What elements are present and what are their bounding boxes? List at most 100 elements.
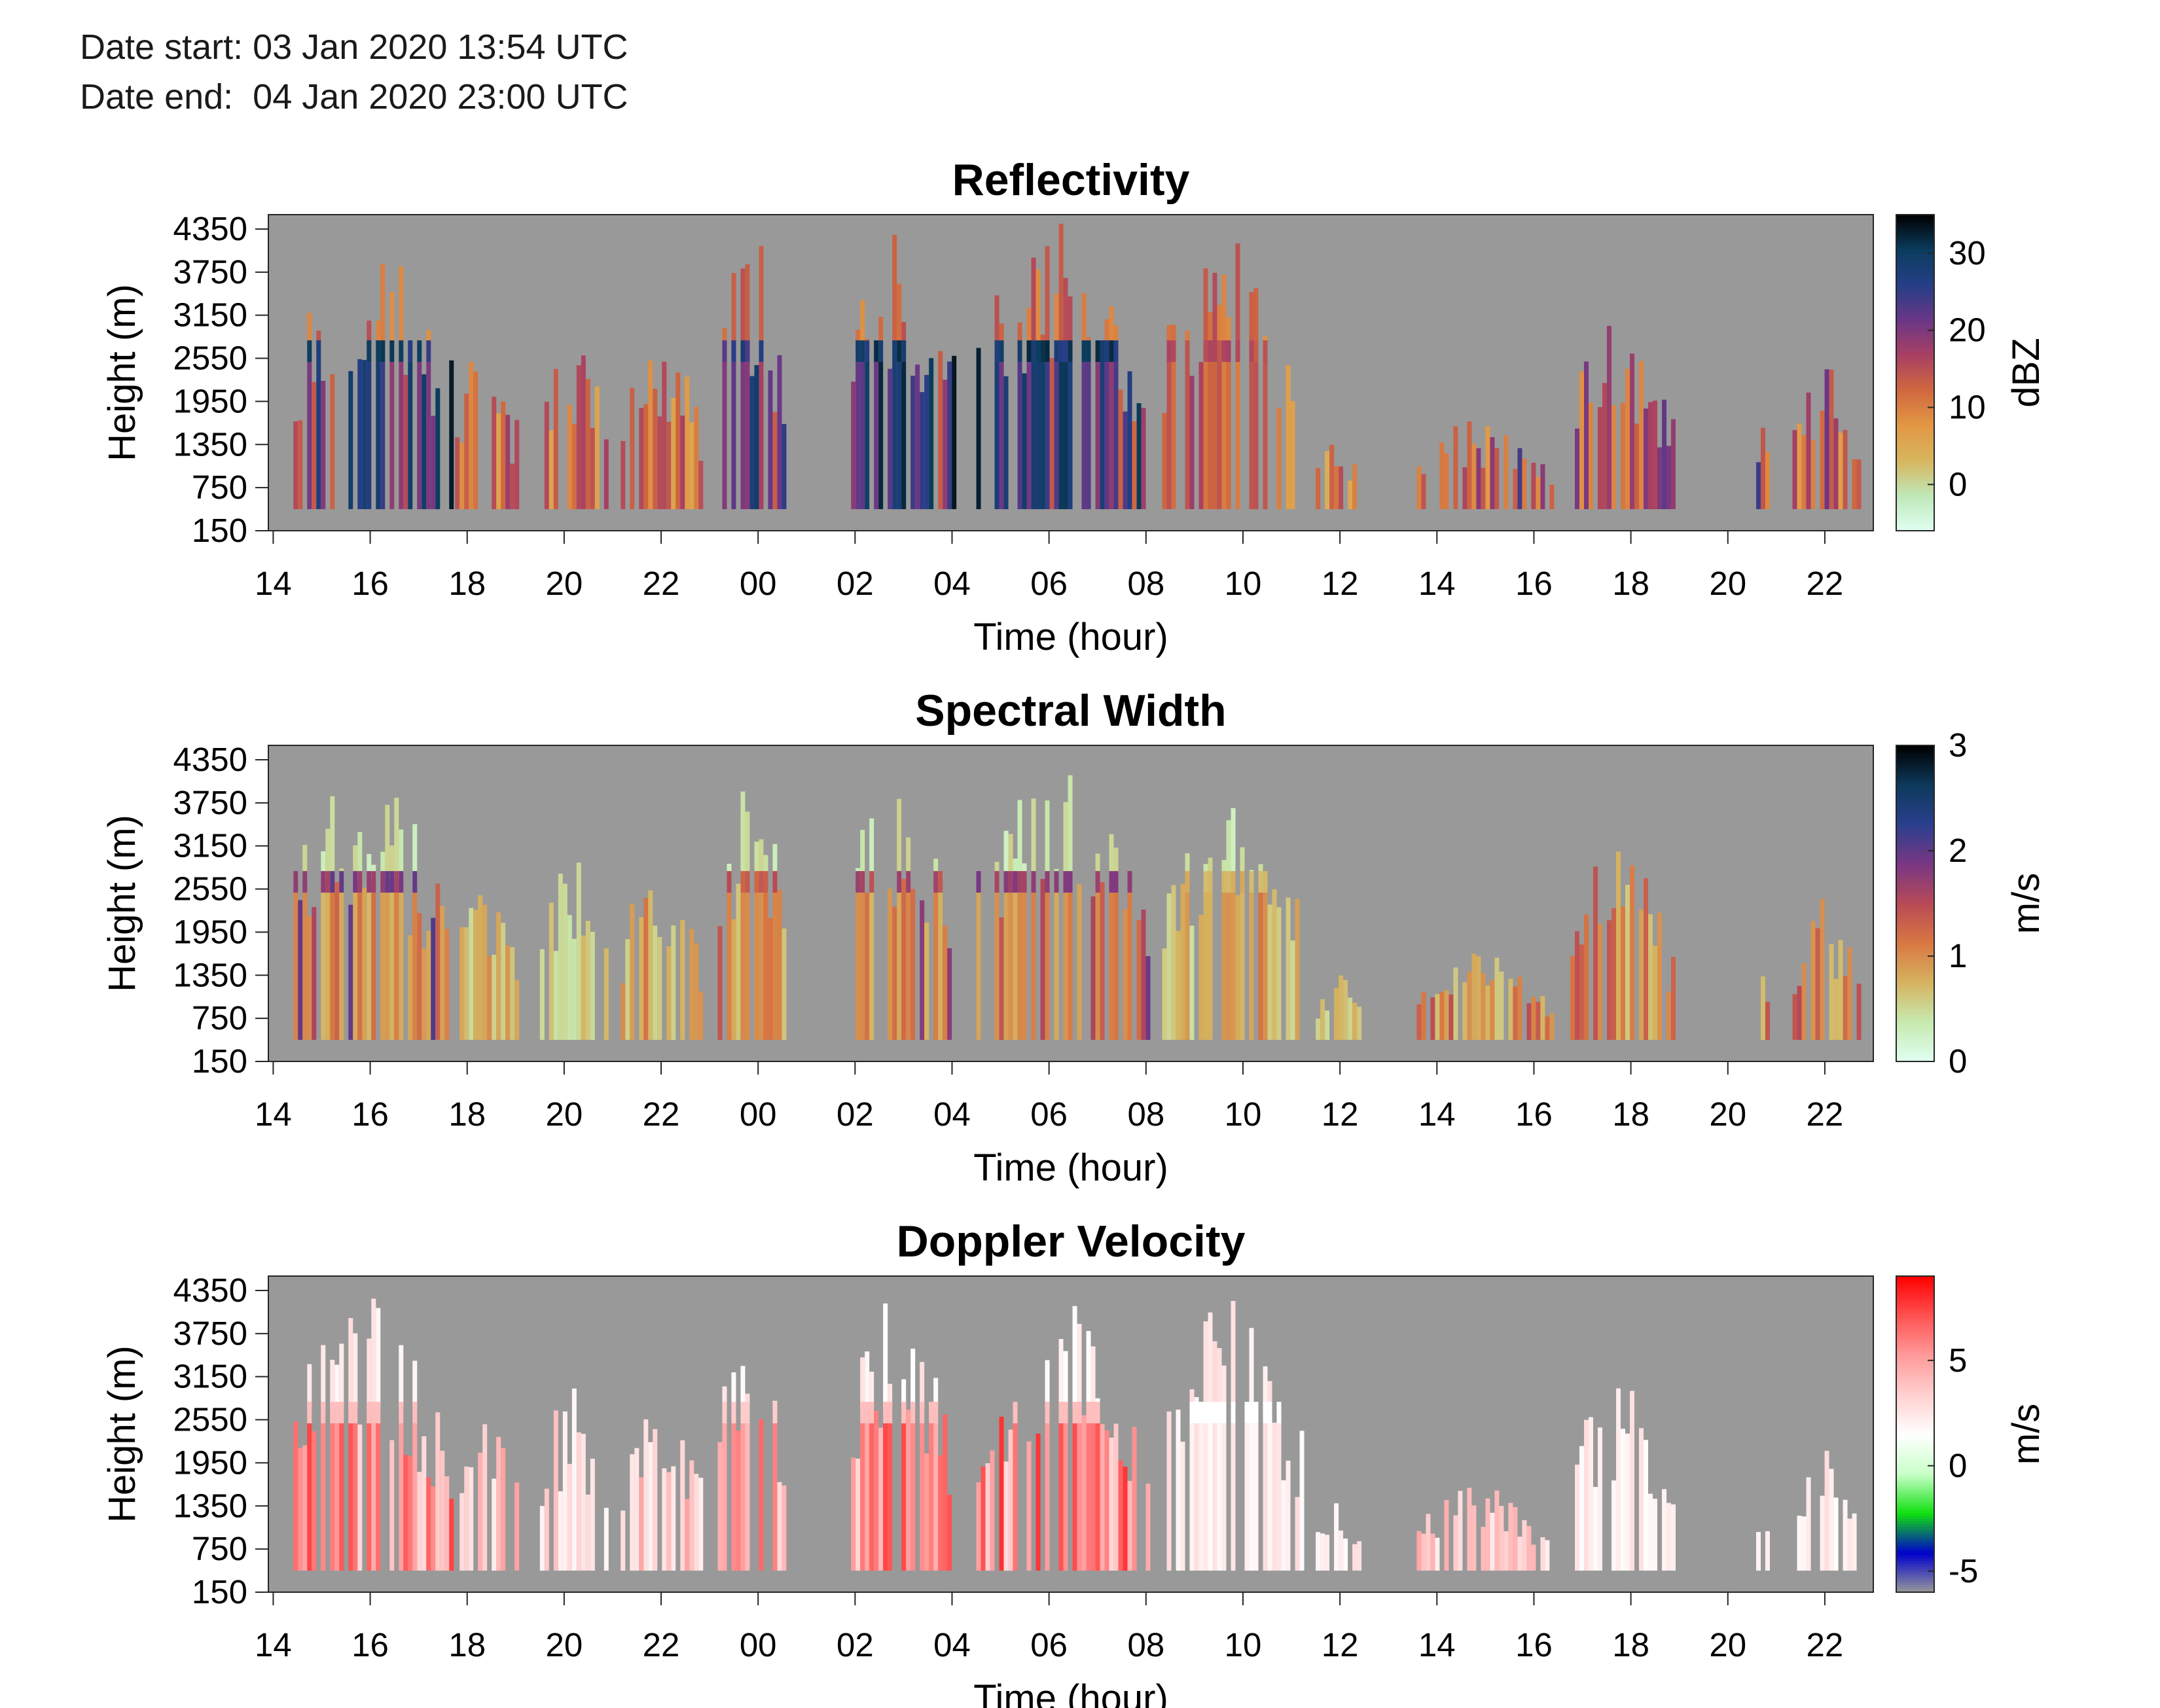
colorbar-segment xyxy=(1896,779,1934,783)
echo-strip xyxy=(1109,340,1114,363)
echo-event xyxy=(293,796,450,1041)
echo-strip xyxy=(1208,312,1213,348)
echo-event xyxy=(1166,1300,1305,1571)
axes-frame xyxy=(268,214,1874,531)
x-tick-label: 06 xyxy=(1030,1095,1068,1133)
chart-title: Reflectivity xyxy=(952,155,1190,205)
echo-strip xyxy=(571,1388,577,1571)
echo-strip xyxy=(330,796,335,879)
chart-title: Spectral Width xyxy=(915,686,1226,736)
echo-strip xyxy=(389,845,395,879)
echo-strip xyxy=(1109,871,1114,893)
echo-strip xyxy=(1490,980,1495,1041)
colorbar-segment xyxy=(1896,937,1934,941)
echo-strip xyxy=(1531,997,1536,1041)
colorbar-segment xyxy=(1896,756,1934,759)
echo-strip xyxy=(1100,1424,1105,1571)
colorbar-segment xyxy=(1896,895,1934,899)
echo-strip xyxy=(869,1372,874,1410)
colorbar-segment xyxy=(1896,898,1934,902)
colorbar-segment xyxy=(1896,465,1934,469)
echo-strip xyxy=(1081,293,1087,348)
echo-strip xyxy=(740,1402,746,1424)
colorbar-segment xyxy=(1896,333,1934,336)
axes-frame xyxy=(268,745,1874,1062)
echo-strip xyxy=(585,1494,590,1571)
echo-strip xyxy=(869,871,874,893)
colorbar: 5 0 -5 m/s xyxy=(1896,1275,2047,1593)
echo-strip xyxy=(1231,871,1236,893)
colorbar-segment xyxy=(1896,1347,1934,1351)
echo-strip xyxy=(321,851,326,879)
echo-strip xyxy=(994,871,999,893)
colorbar-segment xyxy=(1896,275,1934,279)
echo-strip xyxy=(1063,362,1068,510)
echo-strip xyxy=(865,362,870,510)
echo-strip xyxy=(1077,884,1082,1041)
echo-strip xyxy=(897,798,902,879)
y-tick-label: 1950 xyxy=(173,1444,247,1481)
echo-strip xyxy=(1348,997,1353,1041)
colorbar-segment xyxy=(1896,404,1934,408)
colorbar-segment xyxy=(1896,393,1934,397)
echo-strip xyxy=(1185,893,1190,1041)
echo-strip xyxy=(1540,1537,1545,1571)
colorbar-tick-label: 20 xyxy=(1949,311,1986,349)
panel-doppler-velocity: Doppler Velocity 4350 3750 3150 2550 1950 1350… xyxy=(101,1217,2047,1708)
echo-strip xyxy=(947,361,952,510)
colorbar-segment xyxy=(1896,813,1934,817)
colorbar-segment xyxy=(1896,1578,1934,1582)
colorbar-segment xyxy=(1896,270,1934,274)
colorbar-segment xyxy=(1896,1505,1934,1508)
echo-strip xyxy=(1189,1402,1195,1424)
echo-strip xyxy=(933,1402,939,1424)
echo-strip xyxy=(1653,400,1658,510)
echo-strip xyxy=(910,889,916,1041)
echo-event xyxy=(717,791,787,1041)
echo-strip xyxy=(1263,362,1268,510)
echo-strip xyxy=(1765,1531,1770,1571)
echo-strip xyxy=(426,340,431,363)
echo-strip xyxy=(1648,1493,1653,1571)
echo-strip xyxy=(892,340,897,363)
colorbar-segment xyxy=(1896,987,1934,991)
echo-strip xyxy=(1815,928,1820,1041)
echo-strip xyxy=(339,871,344,893)
echo-strip xyxy=(399,871,404,893)
echo-strip xyxy=(736,1430,741,1571)
colorbar-segment xyxy=(1896,1027,1934,1031)
echo-strip xyxy=(1838,433,1843,510)
colorbar-segment xyxy=(1896,845,1934,849)
colorbar-segment xyxy=(1896,1022,1934,1025)
echo-strip xyxy=(1797,986,1802,1041)
echo-strip xyxy=(1127,371,1132,510)
colorbar-segment xyxy=(1896,1465,1934,1469)
echo-strip xyxy=(558,1491,563,1571)
colorbar-segment xyxy=(1896,452,1934,455)
colorbar-segment xyxy=(1896,1389,1934,1393)
colorbar-segment xyxy=(1896,264,1934,268)
colorbar-segment xyxy=(1896,1302,1934,1306)
y-tick-label: 2550 xyxy=(173,1401,247,1438)
echo-strip xyxy=(298,900,303,1041)
echo-strip xyxy=(1054,893,1059,1041)
colorbar-segment xyxy=(1896,1387,1934,1390)
echo-strip xyxy=(1653,1499,1658,1571)
colorbar-segment xyxy=(1896,1323,1934,1327)
colorbar-segment xyxy=(1896,945,1934,949)
echo-strip xyxy=(901,340,907,363)
echo-strip xyxy=(1490,1512,1495,1571)
echo-strip xyxy=(943,1414,948,1571)
echo-strip xyxy=(860,1423,865,1571)
colorbar-segment xyxy=(1896,1037,1934,1041)
echo-strip xyxy=(435,1412,441,1571)
colorbar-segment xyxy=(1896,919,1934,923)
echo-strip xyxy=(1086,362,1091,510)
echo-strip xyxy=(553,951,558,1041)
echo-strip xyxy=(1221,893,1227,1041)
echo-strip xyxy=(325,871,331,893)
echo-strip xyxy=(999,340,1004,363)
echo-strip xyxy=(1045,893,1050,1041)
echo-strip xyxy=(1189,376,1195,510)
colorbar-segment xyxy=(1896,509,1934,513)
